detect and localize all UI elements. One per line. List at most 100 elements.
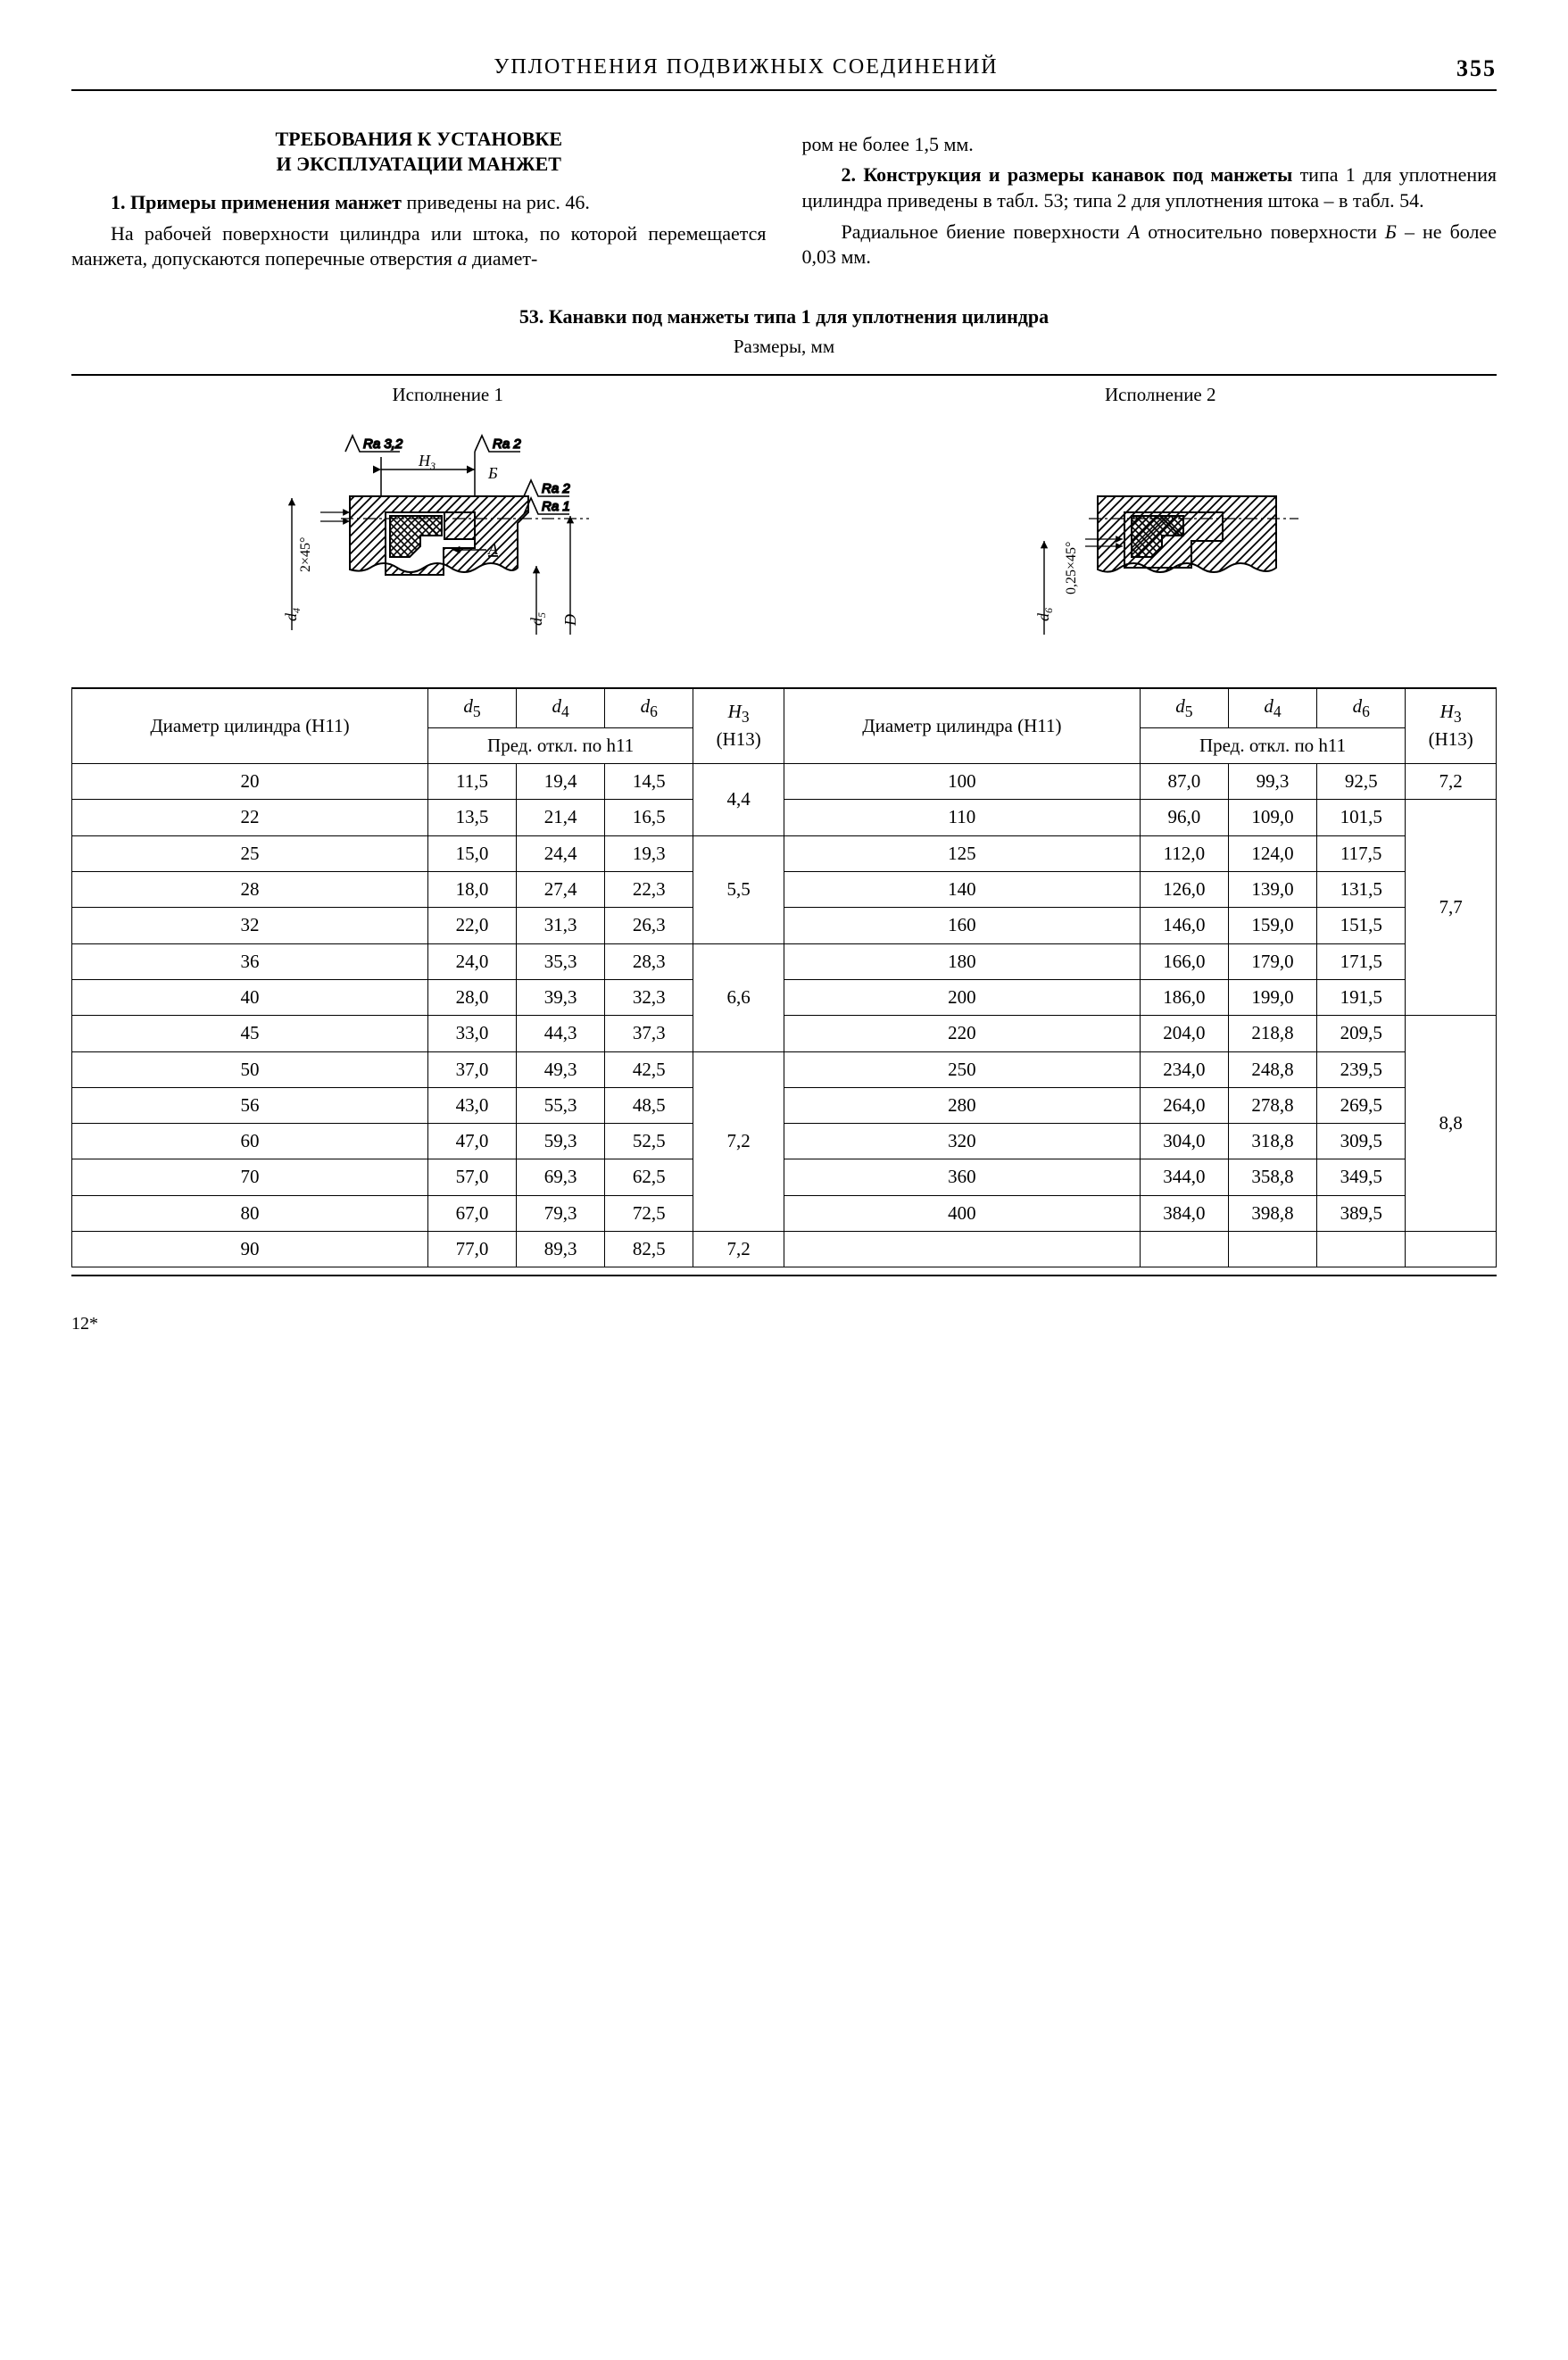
diagram-1: Ra 3,2 Ra 2 Ra 2 Ra 1 H3 Б <box>247 416 649 675</box>
table-cell: 37,3 <box>605 1016 693 1051</box>
table-cell: 90 <box>72 1232 428 1267</box>
table-cell: 151,5 <box>1317 908 1406 943</box>
table-row: 2515,024,419,35,5125112,0124,0117,5 <box>72 835 1497 871</box>
h3-cell: 5,5 <box>693 835 784 943</box>
table-cell: 239,5 <box>1317 1051 1406 1087</box>
table-cell: 59,3 <box>517 1124 605 1159</box>
right-p1: ром не более 1,5 мм. <box>802 132 1497 158</box>
table-cell: 360 <box>784 1159 1140 1195</box>
hdr-d5-right: d5 <box>1140 688 1228 727</box>
table-cell <box>1140 1232 1228 1267</box>
table-row: 5037,049,342,57,2250234,0248,8239,5 <box>72 1051 1497 1087</box>
table-cell: 22,0 <box>427 908 516 943</box>
table-cell: 109,0 <box>1228 800 1316 835</box>
rule-top <box>71 374 1497 376</box>
table-cell: 344,0 <box>1140 1159 1228 1195</box>
diagram-1-caption: Исполнение 1 <box>247 383 649 407</box>
table-cell: 125 <box>784 835 1140 871</box>
table-cell <box>1228 1232 1316 1267</box>
table-cell: 218,8 <box>1228 1016 1316 1051</box>
table-cell: 101,5 <box>1317 800 1406 835</box>
table-cell: 40 <box>72 979 428 1015</box>
svg-text:Ra 1: Ra 1 <box>542 499 570 514</box>
h3-cell: 7,2 <box>693 1232 784 1267</box>
table-cell: 159,0 <box>1228 908 1316 943</box>
table53-title: 53. Канавки под манжеты типа 1 для уплот… <box>71 304 1497 330</box>
table-cell: 45 <box>72 1016 428 1051</box>
table-row: 7057,069,362,5360344,0358,8349,5 <box>72 1159 1497 1195</box>
svg-text:Ra 2: Ra 2 <box>542 481 570 496</box>
left-column: ТРЕБОВАНИЯ К УСТАНОВКЕ И ЭКСПЛУАТАЦИИ МА… <box>71 127 767 278</box>
table-cell: 26,3 <box>605 908 693 943</box>
page-header: УПЛОТНЕНИЯ ПОДВИЖНЫХ СОЕДИНЕНИЙ 355 <box>71 54 1497 91</box>
hdr-h3-right: H3(Н13) <box>1406 688 1497 764</box>
svg-text:Ra 2: Ra 2 <box>493 436 521 452</box>
table-cell: 117,5 <box>1317 835 1406 871</box>
table-cell: 131,5 <box>1317 872 1406 908</box>
table-cell: 44,3 <box>517 1016 605 1051</box>
table-cell: 100 <box>784 764 1140 800</box>
table-cell: 32,3 <box>605 979 693 1015</box>
table-cell: 77,0 <box>427 1232 516 1267</box>
table-cell: 31,3 <box>517 908 605 943</box>
table-row: 2213,521,416,511096,0109,0101,57,7 <box>72 800 1497 835</box>
table-cell: 191,5 <box>1317 979 1406 1015</box>
table-cell: 349,5 <box>1317 1159 1406 1195</box>
table-cell: 24,4 <box>517 835 605 871</box>
table-cell: 36 <box>72 943 428 979</box>
table-cell: 126,0 <box>1140 872 1228 908</box>
table-cell: 62,5 <box>605 1159 693 1195</box>
table-cell: 22,3 <box>605 872 693 908</box>
table-cell: 358,8 <box>1228 1159 1316 1195</box>
table-cell: 72,5 <box>605 1195 693 1231</box>
hdr-h3-left: H3(Н13) <box>693 688 784 764</box>
table-cell: 60 <box>72 1124 428 1159</box>
table-cell: 204,0 <box>1140 1016 1228 1051</box>
hdr-d6-left: d6 <box>605 688 693 727</box>
h3-cell: 7,2 <box>693 1051 784 1231</box>
h3-cell: 4,4 <box>693 764 784 836</box>
table-cell: 171,5 <box>1317 943 1406 979</box>
table-cell: 124,0 <box>1228 835 1316 871</box>
hdr-d6-right: d6 <box>1317 688 1406 727</box>
hdr-tol-right: Пред. откл. по h11 <box>1140 727 1405 763</box>
table-cell <box>784 1232 1140 1267</box>
diagram-2-block: Исполнение 2 0,25×45° <box>1000 383 1321 675</box>
table-cell: 28,3 <box>605 943 693 979</box>
table-row: 3222,031,326,3160146,0159,0151,5 <box>72 908 1497 943</box>
table-cell: 22 <box>72 800 428 835</box>
table-cell: 28,0 <box>427 979 516 1015</box>
table53-body: 2011,519,414,54,410087,099,392,57,22213,… <box>72 764 1497 1267</box>
hdr-d4-left: d4 <box>517 688 605 727</box>
table-cell: 110 <box>784 800 1140 835</box>
hdr-diam-left: Диаметр цилиндра (Н11) <box>72 688 428 764</box>
table-cell: 19,4 <box>517 764 605 800</box>
table-cell: 92,5 <box>1317 764 1406 800</box>
table-cell <box>1317 1232 1406 1267</box>
table-cell: 398,8 <box>1228 1195 1316 1231</box>
diagrams-row: Исполнение 1 Ra 3,2 Ra 2 Ra 2 <box>71 383 1497 675</box>
diagram-2: 0,25×45° d6 <box>1000 416 1321 675</box>
section-heading: ТРЕБОВАНИЯ К УСТАНОВКЕ И ЭКСПЛУАТАЦИИ МА… <box>71 127 767 178</box>
rule-bottom <box>71 1275 1497 1276</box>
footer-mark: 12* <box>71 1312 1497 1335</box>
table-cell: 234,0 <box>1140 1051 1228 1087</box>
table53-subtitle: Размеры, мм <box>71 335 1497 359</box>
table-cell: 57,0 <box>427 1159 516 1195</box>
right-p3: Радиальное биение поверхности A относи­т… <box>802 220 1497 270</box>
table-cell: 304,0 <box>1140 1124 1228 1159</box>
table-cell: 37,0 <box>427 1051 516 1087</box>
table-cell: 14,5 <box>605 764 693 800</box>
table-row: 4533,044,337,3220204,0218,8209,58,8 <box>72 1016 1497 1051</box>
hdr-d4-right: d4 <box>1228 688 1316 727</box>
body-columns: ТРЕБОВАНИЯ К УСТАНОВКЕ И ЭКСПЛУАТАЦИИ МА… <box>71 127 1497 278</box>
table-cell: 55,3 <box>517 1087 605 1123</box>
table-cell: 48,5 <box>605 1087 693 1123</box>
h3-cell <box>1406 1232 1497 1267</box>
svg-text:d5: d5 <box>527 612 548 626</box>
table-cell: 80 <box>72 1195 428 1231</box>
table-cell: 112,0 <box>1140 835 1228 871</box>
table-cell: 32 <box>72 908 428 943</box>
table-cell: 179,0 <box>1228 943 1316 979</box>
table-cell: 250 <box>784 1051 1140 1087</box>
